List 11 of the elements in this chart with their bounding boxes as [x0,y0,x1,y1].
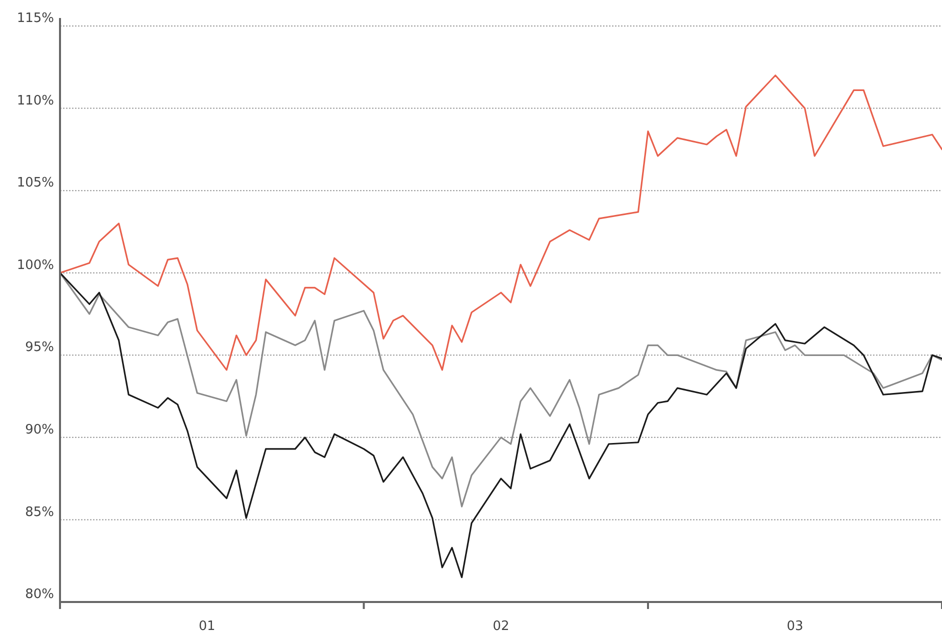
x-tick-label: 03 [786,619,804,634]
y-tick-label: 80% [25,587,54,602]
x-tick-label: 02 [492,619,510,634]
y-tick-label: 100% [16,258,54,273]
y-tick-label: 115% [16,11,54,26]
y-tick-label: 95% [25,340,54,356]
x-tick-label: 01 [198,619,216,634]
y-tick-label: 90% [25,422,54,438]
y-tick-label: 85% [25,504,54,520]
y-tick-label: 110% [16,93,54,108]
y-tick-label: 105% [16,176,54,191]
